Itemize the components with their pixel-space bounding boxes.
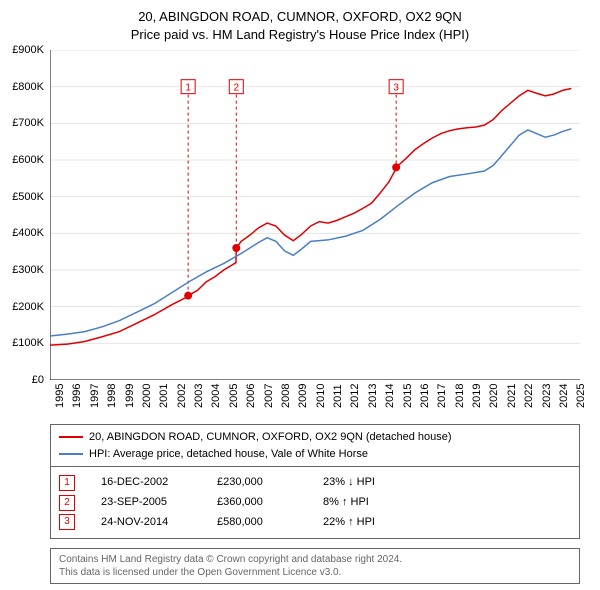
x-tick-label: 2025 <box>575 384 587 408</box>
legend-swatch <box>59 453 83 455</box>
y-tick-label: £600K <box>12 154 44 166</box>
x-axis-labels: 1995 1996 1997 1998 1999 2000 2001 2002 2003 2004… <box>50 380 580 420</box>
svg-text:3: 3 <box>393 83 399 94</box>
event-row: 1 16-DEC-2002 £230,000 23% ↓ HPI <box>59 473 571 493</box>
event-price: £360,000 <box>217 493 297 513</box>
svg-text:1: 1 <box>185 83 191 94</box>
legend-label: 20, ABINGDON ROAD, CUMNOR, OXFORD, OX2 9… <box>89 429 452 446</box>
x-tick-label: 2009 <box>297 384 309 408</box>
title-line-1: 20, ABINGDON ROAD, CUMNOR, OXFORD, OX2 9… <box>0 8 600 26</box>
y-tick-label: £200K <box>12 301 44 313</box>
y-tick-label: £900K <box>12 44 44 56</box>
legend-row: HPI: Average price, detached house, Vale… <box>59 446 571 463</box>
event-date: 24-NOV-2014 <box>101 513 191 533</box>
y-axis-labels: £0£100K£200K£300K£400K£500K£600K£700K£80… <box>0 48 48 382</box>
y-tick-label: £400K <box>12 227 44 239</box>
legend-row: 20, ABINGDON ROAD, CUMNOR, OXFORD, OX2 9… <box>59 429 571 446</box>
x-tick-label: 2006 <box>245 384 257 408</box>
event-delta: 23% ↓ HPI <box>323 473 413 493</box>
y-tick-label: £300K <box>12 264 44 276</box>
legend-swatch <box>59 436 83 438</box>
x-tick-label: 2010 <box>315 384 327 408</box>
event-row: 3 24-NOV-2014 £580,000 22% ↑ HPI <box>59 513 571 533</box>
x-tick-label: 2001 <box>158 384 170 408</box>
y-tick-label: £700K <box>12 117 44 129</box>
chart-svg: 1 2 3 <box>50 50 580 380</box>
x-tick-label: 2012 <box>349 384 361 408</box>
attribution-line-2: This data is licensed under the Open Gov… <box>59 566 571 579</box>
svg-text:2: 2 <box>234 83 240 94</box>
chart-plot-area: 1 2 3 <box>50 50 580 380</box>
x-tick-label: 2004 <box>210 384 222 408</box>
x-tick-label: 1996 <box>71 384 83 408</box>
x-tick-label: 2014 <box>384 384 396 408</box>
event-row: 2 23-SEP-2005 £360,000 8% ↑ HPI <box>59 493 571 513</box>
x-tick-label: 2005 <box>228 384 240 408</box>
y-tick-label: £0 <box>32 374 44 386</box>
attribution-line-1: Contains HM Land Registry data © Crown c… <box>59 553 571 566</box>
x-tick-label: 2013 <box>367 384 379 408</box>
x-tick-label: 1995 <box>54 384 66 408</box>
y-tick-label: £100K <box>12 337 44 349</box>
attribution-box: Contains HM Land Registry data © Crown c… <box>50 548 580 584</box>
title-block: 20, ABINGDON ROAD, CUMNOR, OXFORD, OX2 9… <box>0 0 600 44</box>
x-tick-label: 2000 <box>141 384 153 408</box>
event-marker: 1 <box>59 475 75 491</box>
x-tick-label: 1999 <box>124 384 136 408</box>
x-tick-label: 2007 <box>263 384 275 408</box>
x-tick-label: 1997 <box>89 384 101 408</box>
x-tick-label: 2021 <box>506 384 518 408</box>
event-date: 16-DEC-2002 <box>101 473 191 493</box>
event-price: £230,000 <box>217 473 297 493</box>
x-tick-label: 2015 <box>402 384 414 408</box>
event-delta: 8% ↑ HPI <box>323 493 413 513</box>
event-date: 23-SEP-2005 <box>101 493 191 513</box>
y-tick-label: £800K <box>12 81 44 93</box>
event-price: £580,000 <box>217 513 297 533</box>
x-tick-label: 2023 <box>541 384 553 408</box>
x-tick-label: 2003 <box>193 384 205 408</box>
x-tick-label: 2019 <box>471 384 483 408</box>
y-tick-label: £500K <box>12 191 44 203</box>
x-tick-label: 2017 <box>436 384 448 408</box>
x-tick-label: 2016 <box>419 384 431 408</box>
legend-label: HPI: Average price, detached house, Vale… <box>89 446 368 463</box>
legend-box: 20, ABINGDON ROAD, CUMNOR, OXFORD, OX2 9… <box>50 424 580 467</box>
x-tick-label: 2018 <box>454 384 466 408</box>
x-tick-label: 2022 <box>523 384 535 408</box>
event-marker: 3 <box>59 514 75 530</box>
x-tick-label: 2002 <box>176 384 188 408</box>
x-tick-label: 2020 <box>488 384 500 408</box>
x-tick-label: 2011 <box>332 384 344 408</box>
chart-container: 20, ABINGDON ROAD, CUMNOR, OXFORD, OX2 9… <box>0 0 600 590</box>
x-tick-label: 2008 <box>280 384 292 408</box>
events-box: 1 16-DEC-2002 £230,000 23% ↓ HPI 2 23-SEP-200… <box>50 466 580 539</box>
title-line-2: Price paid vs. HM Land Registry's House … <box>0 26 600 44</box>
event-marker: 2 <box>59 495 75 511</box>
event-delta: 22% ↑ HPI <box>323 513 413 533</box>
x-tick-label: 1998 <box>106 384 118 408</box>
x-tick-label: 2024 <box>558 384 570 408</box>
